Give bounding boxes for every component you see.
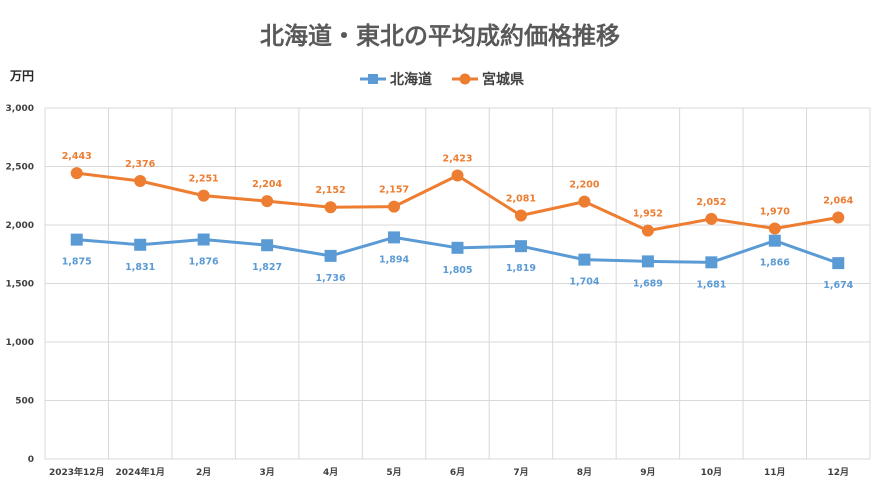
data-point-miyagi [768,222,781,235]
data-label-miyagi: 2,376 [125,159,155,170]
data-point-hokkaido [197,233,210,246]
y-tick-label: 2,000 [6,221,34,231]
data-point-miyagi [70,167,83,180]
legend-label-miyagi: 宮城県 [482,71,524,88]
data-point-hokkaido [70,233,83,246]
gridlines [44,107,871,460]
data-point-hokkaido [578,253,591,266]
data-point-miyagi [134,175,147,188]
x-tick-label: 6月 [450,467,465,478]
data-point-hokkaido [134,238,147,251]
data-point-hokkaido [705,256,718,269]
data-point-hokkaido [324,249,337,262]
legend-marker-hokkaido [368,74,378,84]
data-label-hokkaido: 1,876 [189,257,219,268]
x-tick-label: 10月 [701,467,723,478]
data-label-hokkaido: 1,819 [506,263,536,274]
data-label-hokkaido: 1,875 [62,257,92,268]
data-label-hokkaido: 1,831 [125,262,155,273]
x-tick-label: 2023年12月 [49,466,105,478]
series-layer: 1,875 1,831 1,876 1,827 1,736 1,894 1,805 1,819… [62,151,854,291]
y-axis: 0 500 1,000 1,500 2,000 2,500 3,000 [6,104,34,465]
data-label-miyagi: 2,251 [189,174,219,185]
x-tick-label: 5月 [386,467,401,478]
data-label-miyagi: 2,443 [62,151,92,162]
data-point-miyagi [324,201,337,214]
data-point-miyagi [261,195,274,208]
data-label-miyagi: 2,081 [506,194,536,205]
data-label-miyagi: 1,952 [633,209,663,220]
y-tick-label: 2,500 [6,163,34,173]
legend: 北海道 宮城県 [360,71,524,88]
series-miyagi: 2,443 2,376 2,251 2,204 2,152 2,157 2,423 2,081… [62,151,854,237]
data-label-miyagi: 2,152 [316,185,346,196]
legend-item-hokkaido: 北海道 [360,71,432,88]
data-label-miyagi: 2,204 [252,179,282,190]
data-point-miyagi [388,200,401,213]
y-tick-label: 1,500 [6,280,34,290]
data-point-miyagi [197,189,210,202]
data-label-miyagi: 2,200 [569,180,599,191]
data-point-hokkaido [832,257,845,270]
data-point-miyagi [832,211,845,224]
x-tick-label: 3月 [259,467,274,478]
data-label-hokkaido: 1,689 [633,278,663,289]
data-point-hokkaido [514,240,527,253]
data-label-hokkaido: 1,866 [760,258,790,269]
data-label-hokkaido: 1,827 [252,262,282,273]
data-point-hokkaido [388,231,401,244]
data-label-miyagi: 2,064 [823,196,853,207]
data-label-hokkaido: 1,894 [379,254,409,265]
chart-title: 北海道・東北の平均成約価格推移 [260,22,620,50]
x-axis: 2023年12月 2024年1月 2月 3月 4月 5月 6月 7月 8月 9月 10月 11月 12月 [49,466,849,478]
x-tick-label: 7月 [513,467,528,478]
data-label-miyagi: 1,970 [760,207,790,218]
y-tick-label: 0 [28,455,34,465]
legend-marker-miyagi [459,73,471,85]
data-label-miyagi: 2,157 [379,185,409,196]
data-point-hokkaido [768,234,781,247]
x-tick-label: 2月 [196,467,211,478]
x-tick-label: 9月 [640,467,655,478]
data-point-miyagi [451,169,464,182]
data-point-hokkaido [451,241,464,254]
x-tick-label: 8月 [577,467,592,478]
data-label-hokkaido: 1,704 [569,277,599,288]
x-tick-label: 12月 [828,467,850,478]
x-tick-label: 4月 [323,467,338,478]
data-label-hokkaido: 1,681 [696,279,726,290]
data-point-miyagi [578,195,591,208]
y-tick-label: 3,000 [6,104,34,114]
legend-label-hokkaido: 北海道 [390,71,432,88]
data-label-hokkaido: 1,736 [316,273,346,284]
data-point-miyagi [641,224,654,237]
x-tick-label: 2024年1月 [116,466,165,478]
data-label-miyagi: 2,423 [442,154,472,165]
data-point-miyagi [705,212,718,225]
y-tick-label: 1,000 [6,338,34,348]
y-axis-unit-label: 万円 [9,69,34,83]
data-label-hokkaido: 1,674 [823,280,853,291]
data-label-hokkaido: 1,805 [442,265,472,276]
series-hokkaido: 1,875 1,831 1,876 1,827 1,736 1,894 1,805 1,819… [62,231,854,291]
data-point-hokkaido [641,255,654,268]
y-tick-label: 500 [15,397,34,407]
x-tick-label: 11月 [764,467,786,478]
data-point-hokkaido [261,239,274,252]
data-label-miyagi: 2,052 [696,197,726,208]
data-point-miyagi [514,209,527,222]
legend-item-miyagi: 宮城県 [452,71,524,88]
